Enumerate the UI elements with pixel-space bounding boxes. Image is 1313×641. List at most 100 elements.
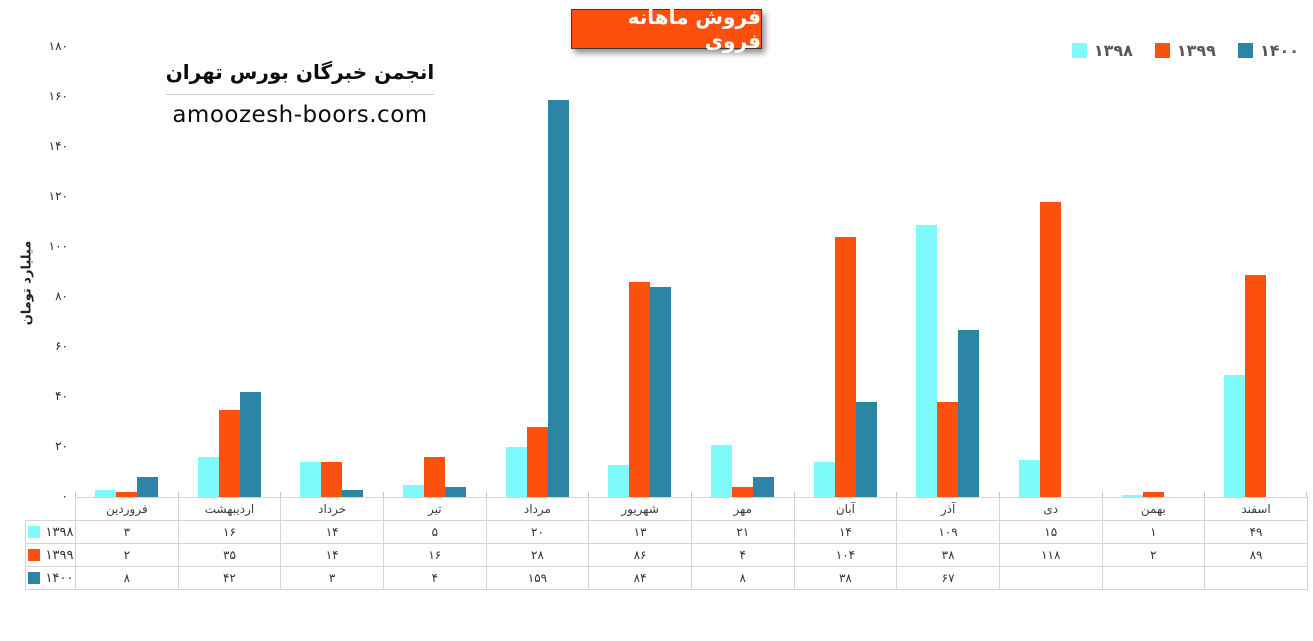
x-axis-tick-mark [1102, 492, 1103, 497]
y-axis-tick-label: ۶۰ [55, 339, 68, 353]
legend-swatch-icon [1071, 43, 1087, 58]
watermark-website: amoozesh-boors.com [172, 102, 428, 128]
table-value-1400-m1: ۸ [75, 566, 179, 590]
bar-1400-m7 [752, 477, 774, 497]
table-value-1399-m5: ۲۸ [485, 543, 590, 567]
plot-area [75, 47, 1307, 497]
bar-1399-m7 [731, 487, 753, 497]
bar-1399-m8 [834, 237, 856, 497]
table-value-1398-m12: ۴۹ [1204, 520, 1308, 544]
table-year-label: ۱۳۹۹ [45, 547, 74, 563]
x-axis-tick-mark [75, 492, 76, 497]
table-value-1400-m3: ۳ [280, 566, 384, 590]
legend-item-1398: ۱۳۹۸ [1071, 41, 1133, 60]
legend-label: ۱۳۹۸ [1093, 41, 1133, 60]
table-value-1400-m7: ۸ [690, 566, 795, 590]
table-header-row: فروردین اردیبهشت خرداد تیر مرداد شهریور مهر آبا… [26, 497, 1308, 521]
table-value-1399-m6: ۸۶ [588, 543, 692, 567]
bar-1398-m2 [197, 457, 219, 497]
bar-1398-m6 [608, 464, 630, 497]
table-value-1398-m11: ۱ [1101, 520, 1206, 544]
bar-1400-m6 [650, 287, 672, 497]
table-header-month-6: شهریور [588, 497, 692, 521]
table-year-label: ۱۳۹۸ [45, 524, 74, 540]
table-value-1399-m11: ۲ [1101, 543, 1206, 567]
table-value-1399-m9: ۳۸ [896, 543, 1000, 567]
table-value-1398-m6: ۱۳ [588, 520, 692, 544]
table-year-cell-1398: ۱۳۹۸ [25, 520, 76, 544]
table-value-1398-m1: ۳ [75, 520, 179, 544]
bar-1398-m3 [300, 462, 322, 497]
table-year-cell-1400: ۱۴۰۰ [25, 566, 76, 590]
y-axis-tick-label: ۱۴۰ [48, 139, 68, 153]
table-value-1400-m8: ۳۸ [793, 566, 898, 590]
table-value-1399-m1: ۲ [75, 543, 179, 567]
legend-label: ۱۴۰۰ [1259, 41, 1299, 60]
watermark-annotation: انجمن خبرگان بورس تهران amoozesh-boors.c… [150, 60, 450, 128]
bar-1398-m4 [402, 484, 424, 497]
x-axis-tick-mark [178, 492, 179, 497]
table-value-1400-m10 [998, 566, 1103, 590]
table-header-month-11: بهمن [1101, 497, 1206, 521]
table-value-1400-m6: ۸۴ [588, 566, 692, 590]
watermark-association-name: انجمن خبرگان بورس تهران [165, 60, 435, 84]
legend-swatch-icon [1154, 43, 1170, 58]
legend-item-1400: ۱۴۰۰ [1237, 41, 1299, 60]
x-axis-tick-mark [1204, 492, 1205, 497]
table-value-1398-m9: ۱۰۹ [896, 520, 1000, 544]
x-axis-tick-mark [383, 492, 384, 497]
table-header-month-4: تیر [382, 497, 487, 521]
table-value-1399-m7: ۴ [690, 543, 795, 567]
table-row-1400: ۱۴۰۰ ۸ ۴۲ ۳ ۴ ۱۵۹ ۸۴ ۸ ۳۸ ۶۷ [25, 566, 1308, 590]
y-axis-tick-label: ۱۸۰ [48, 39, 68, 53]
bar-1399-m3 [321, 462, 343, 497]
y-axis-tick-label: ۸۰ [55, 289, 68, 303]
table-corner-cell [26, 498, 76, 521]
table-value-1399-m12: ۸۹ [1204, 543, 1308, 567]
x-axis-tick-mark [486, 492, 487, 497]
bar-1400-m1 [136, 477, 158, 497]
x-axis-tick-mark [896, 492, 897, 497]
bar-1399-m6 [629, 282, 651, 497]
bar-1398-m9 [916, 224, 938, 497]
y-axis-tick-label: ۱۲۰ [48, 189, 68, 203]
table-header-month-9: آذر [896, 497, 1000, 521]
chart-data-table: فروردین اردیبهشت خرداد تیر مرداد شهریور مهر آبا… [25, 497, 1308, 590]
table-header-month-10: دی [998, 497, 1103, 521]
legend-swatch-icon [1237, 43, 1253, 58]
table-year-label: ۱۴۰۰ [45, 570, 74, 586]
table-value-1400-m2: ۴۲ [177, 566, 282, 590]
table-series-swatch-icon [27, 526, 40, 538]
table-value-1398-m10: ۱۵ [998, 520, 1103, 544]
y-axis-tick-labels: ۰ ۲۰ ۴۰ ۶۰ ۸۰ ۱۰۰ ۱۲۰ ۱۴۰ ۱۶۰ ۱۸۰ [24, 39, 68, 503]
table-header-month-7: مهر [690, 497, 795, 521]
table-value-1400-m4: ۴ [382, 566, 487, 590]
table-value-1400-m11 [1101, 566, 1206, 590]
y-axis-tick-label: ۲۰ [55, 439, 68, 453]
table-header-month-2: اردیبهشت [177, 497, 282, 521]
x-axis-tick-mark [280, 492, 281, 497]
y-axis-tick-label: ۱۰۰ [48, 239, 68, 253]
bar-1398-m7 [710, 444, 732, 497]
table-value-1398-m4: ۵ [382, 520, 487, 544]
bar-1398-m5 [505, 447, 527, 497]
table-series-swatch-icon [27, 549, 40, 561]
bar-1400-m3 [342, 489, 364, 497]
table-header-month-3: خرداد [280, 497, 384, 521]
x-axis-tick-mark [999, 492, 1000, 497]
bar-1400-m9 [958, 329, 980, 497]
bar-1398-m8 [813, 462, 835, 497]
table-value-1400-m9: ۶۷ [896, 566, 1000, 590]
bar-1399-m1 [115, 492, 137, 497]
bar-1399-m11 [1142, 492, 1164, 497]
legend-label: ۱۳۹۹ [1176, 41, 1216, 60]
bar-1399-m9 [937, 402, 959, 497]
legend-item-1399: ۱۳۹۹ [1154, 41, 1216, 60]
table-value-1400-m5: ۱۵۹ [485, 566, 590, 590]
bar-1399-m4 [423, 457, 445, 497]
table-year-cell-1399: ۱۳۹۹ [25, 543, 76, 567]
bar-1399-m2 [218, 409, 240, 497]
x-axis-tick-mark [794, 492, 795, 497]
bar-1400-m5 [547, 99, 569, 497]
